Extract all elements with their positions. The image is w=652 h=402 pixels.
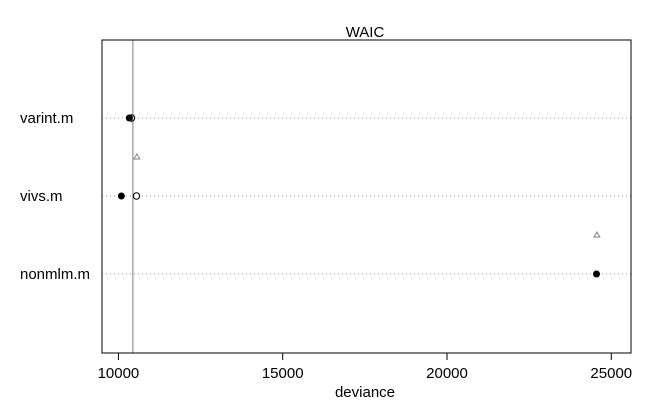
x-axis-label: deviance — [335, 384, 395, 401]
category-label-varint-m: varint.m — [20, 110, 73, 127]
category-labels: varint.m vivs.m nonmlm.m — [20, 110, 90, 283]
chart-title: WAIC — [346, 24, 385, 41]
point-open-vivs-m — [132, 192, 141, 200]
category-label-vivs-m: vivs.m — [20, 188, 63, 205]
point-triangle-nonmlm-m — [592, 231, 601, 238]
category-label-nonmlm-m: nonmlm.m — [20, 266, 90, 283]
x-tick-label-10000: 10000 — [98, 365, 140, 382]
data-points — [117, 114, 601, 278]
point-filled-nonmlm-m — [593, 270, 600, 278]
grid-lines — [102, 117, 631, 275]
point-open-varint-m — [127, 114, 136, 122]
point-filled-vivs-m — [117, 192, 125, 200]
x-tick-label-25000: 25000 — [590, 365, 632, 382]
point-triangle-vivs-m — [132, 153, 141, 160]
x-tick-label-20000: 20000 — [426, 365, 468, 382]
point-filled-varint-m — [125, 114, 133, 122]
x-axis: 10000 15000 20000 25000 — [98, 352, 632, 382]
x-tick-label-15000: 15000 — [262, 365, 304, 382]
